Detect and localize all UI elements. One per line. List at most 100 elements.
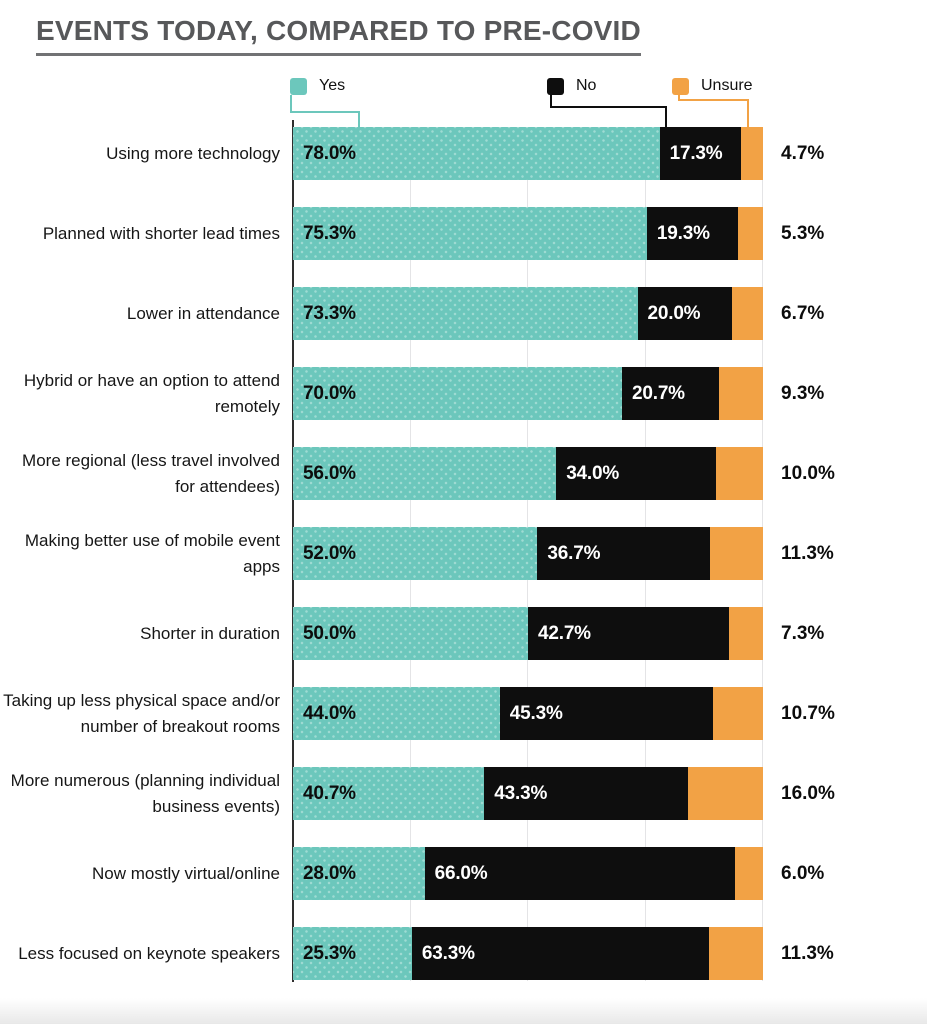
segment-unsure xyxy=(687,767,763,820)
segment-yes: 25.3% xyxy=(293,927,412,980)
segment-yes: 50.0% xyxy=(293,607,528,660)
segment-unsure xyxy=(734,847,763,900)
category-label: More numerous (planning individual busin… xyxy=(10,770,280,816)
bar-row: Planned with shorter lead times 75.3% 19.3… xyxy=(0,194,927,274)
unsure-value-label: 11.3% xyxy=(781,542,834,564)
bar-row: Now mostly virtual/online 28.0% 66.0% 6.0% xyxy=(0,834,927,914)
category-label: Lower in attendance xyxy=(126,303,280,323)
legend-item-unsure: Unsure xyxy=(672,77,753,95)
no-value-label: 43.3% xyxy=(494,782,548,804)
segment-yes: 73.3% xyxy=(293,287,638,340)
legend-item-no: No xyxy=(547,77,596,95)
segment-unsure xyxy=(709,927,763,980)
stacked-bar: 40.7% 43.3% xyxy=(293,767,763,820)
no-value-label: 20.7% xyxy=(632,382,685,404)
bar-row: Shorter in duration 50.0% 42.7% 7.3% xyxy=(0,594,927,674)
segment-yes: 78.0% xyxy=(293,127,660,180)
no-value-label: 42.7% xyxy=(538,622,591,644)
segment-no: 20.0% xyxy=(637,287,732,340)
segment-unsure xyxy=(709,527,763,580)
segment-no: 66.0% xyxy=(424,847,735,900)
bar-row: More regional (less travel involved for … xyxy=(0,434,927,514)
legend-label-unsure: Unsure xyxy=(701,77,753,94)
legend-item-yes: Yes xyxy=(290,77,345,95)
yes-value-label: 44.0% xyxy=(303,702,356,724)
segment-no: 19.3% xyxy=(646,207,738,260)
segment-no: 45.3% xyxy=(499,687,713,740)
stacked-bar: 56.0% 34.0% xyxy=(293,447,763,500)
bar-row: More numerous (planning individual busin… xyxy=(0,754,927,834)
no-value-label: 63.3% xyxy=(421,942,475,964)
segment-yes: 70.0% xyxy=(293,367,622,420)
segment-unsure xyxy=(731,287,763,340)
unsure-value-label: 7.3% xyxy=(781,622,825,644)
stacked-bar: 75.3% 19.3% xyxy=(293,207,763,260)
segment-no: 34.0% xyxy=(556,447,716,500)
legend-label-yes: Yes xyxy=(319,77,346,94)
stacked-bar: 25.3% 63.3% xyxy=(293,927,763,980)
bar-row: Lower in attendance 73.3% 20.0% 6.7% xyxy=(0,274,927,354)
segment-no: 43.3% xyxy=(484,767,688,820)
category-label: Hybrid or have an option to attend remot… xyxy=(23,370,280,416)
bar-row: Less focused on keynote speakers 25.3% 63.… xyxy=(0,914,927,994)
category-label: Using more technology xyxy=(106,143,280,163)
stacked-bar: 70.0% 20.7% xyxy=(293,367,763,420)
segment-no: 36.7% xyxy=(537,527,710,580)
unsure-value-label: 5.3% xyxy=(781,222,825,244)
segment-yes: 52.0% xyxy=(293,527,538,580)
no-value-label: 36.7% xyxy=(547,542,601,564)
stacked-bar: 50.0% 42.7% xyxy=(293,607,763,660)
segment-unsure xyxy=(719,367,763,420)
segment-unsure xyxy=(715,447,763,500)
unsure-value-label: 16.0% xyxy=(781,782,835,804)
no-value-label: 34.0% xyxy=(566,462,620,484)
segment-no: 20.7% xyxy=(622,367,720,420)
unsure-value-label: 11.3% xyxy=(781,942,834,964)
unsure-value-label: 10.0% xyxy=(781,462,835,484)
legend-swatch-yes xyxy=(290,77,307,95)
segment-unsure xyxy=(740,127,763,180)
stacked-bar: 28.0% 66.0% xyxy=(293,847,763,900)
category-label: Shorter in duration xyxy=(140,623,280,643)
yes-value-label: 70.0% xyxy=(303,382,356,404)
no-value-label: 45.3% xyxy=(509,702,563,724)
yes-value-label: 78.0% xyxy=(303,142,356,164)
no-value-label: 66.0% xyxy=(434,862,488,884)
stacked-bar: 73.3% 20.0% xyxy=(293,287,763,340)
bar-rows: Using more technology 78.0% 17.3% 4.7% Plann… xyxy=(0,114,927,994)
stacked-bar: 44.0% 45.3% xyxy=(293,687,763,740)
segment-unsure xyxy=(728,607,763,660)
segment-yes: 75.3% xyxy=(293,207,647,260)
segment-yes: 28.0% xyxy=(293,847,425,900)
yes-value-label: 75.3% xyxy=(303,222,356,244)
bar-row: Taking up less physical space and/or num… xyxy=(0,674,927,754)
legend-label-no: No xyxy=(576,77,597,94)
no-value-label: 19.3% xyxy=(656,222,710,244)
yes-value-label: 40.7% xyxy=(303,782,356,804)
category-label: Taking up less physical space and/or num… xyxy=(3,690,280,736)
category-label: Making better use of mobile event apps xyxy=(24,530,280,576)
segment-no: 63.3% xyxy=(411,927,710,980)
bar-row: Making better use of mobile event apps 52… xyxy=(0,514,927,594)
legend-swatch-unsure xyxy=(672,77,689,95)
unsure-value-label: 6.7% xyxy=(781,302,825,324)
yes-value-label: 52.0% xyxy=(303,542,356,564)
segment-unsure xyxy=(712,687,763,740)
unsure-value-label: 9.3% xyxy=(781,382,825,404)
bar-row: Using more technology 78.0% 17.3% 4.7% xyxy=(0,114,927,194)
yes-value-label: 25.3% xyxy=(303,942,356,964)
category-label: Planned with shorter lead times xyxy=(42,223,280,243)
category-label: Now mostly virtual/online xyxy=(91,863,280,883)
category-label: Less focused on keynote speakers xyxy=(18,943,280,963)
segment-yes: 56.0% xyxy=(293,447,557,500)
stacked-bar: 52.0% 36.7% xyxy=(293,527,763,580)
yes-value-label: 50.0% xyxy=(303,622,356,644)
segment-yes: 40.7% xyxy=(293,767,485,820)
page-title: EVENTS TODAY, COMPARED TO PRE-COVID xyxy=(36,15,641,56)
no-value-label: 20.0% xyxy=(647,302,701,324)
unsure-value-label: 10.7% xyxy=(781,702,835,724)
page-bottom-fade xyxy=(0,998,927,1024)
segment-no: 42.7% xyxy=(528,607,729,660)
unsure-value-label: 6.0% xyxy=(781,862,825,884)
